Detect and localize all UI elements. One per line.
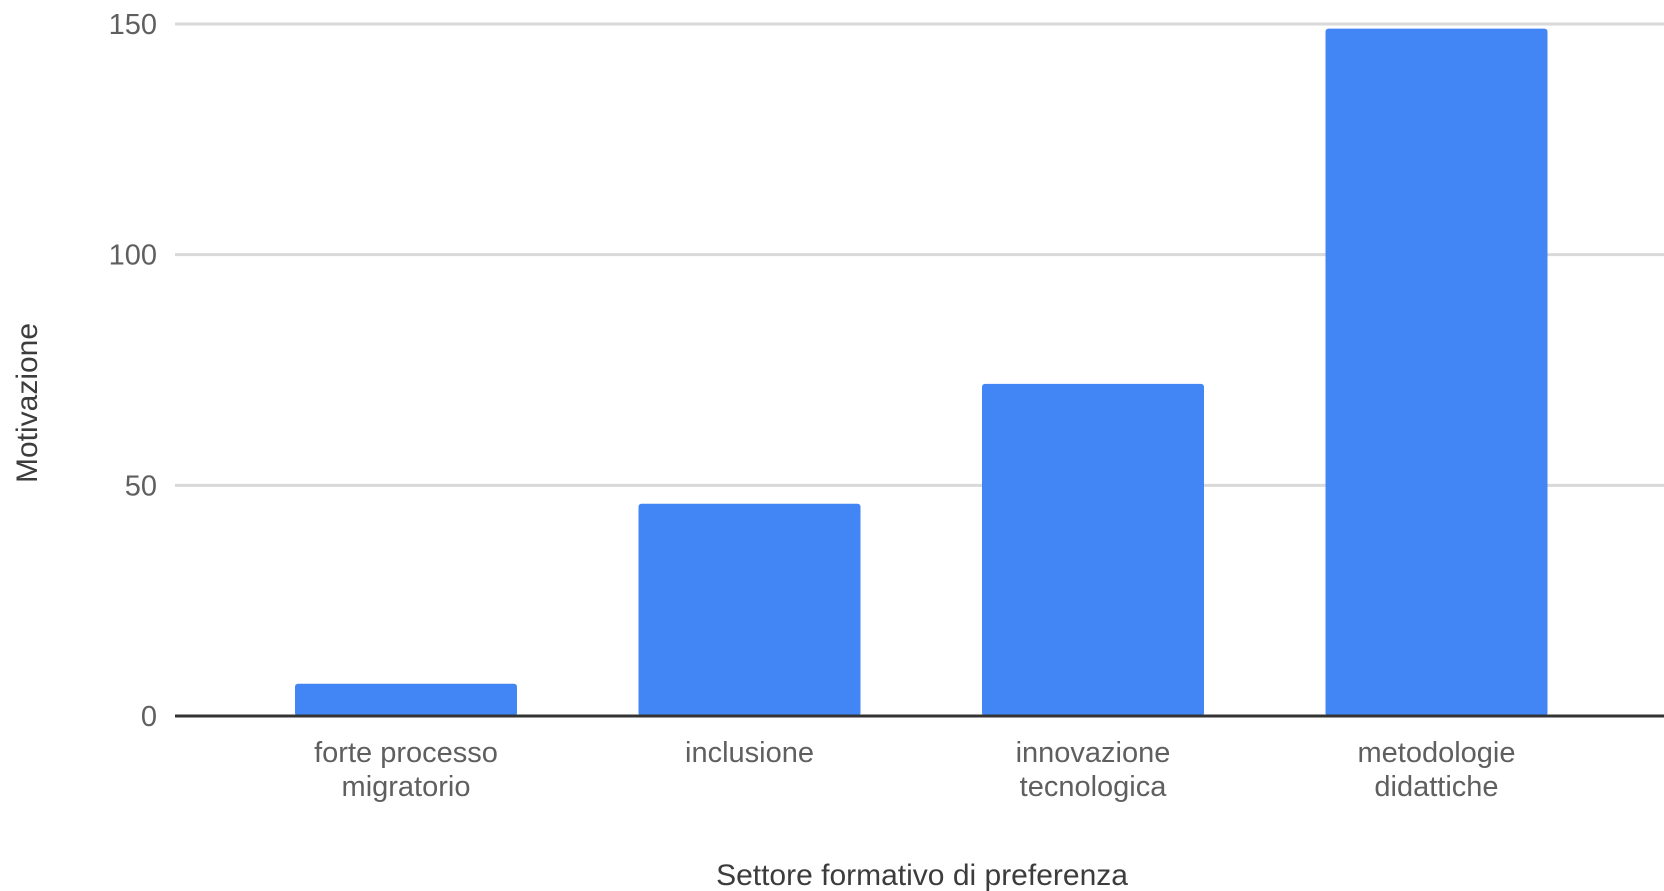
y-axis-ticks: 0 50 100 150 <box>109 9 157 733</box>
y-tick-label: 150 <box>109 9 157 41</box>
x-category-label-line: forte processo <box>314 737 498 769</box>
bar <box>638 503 861 716</box>
y-tick-label: 50 <box>125 470 157 502</box>
y-tick-label: 0 <box>141 701 157 733</box>
x-category-label: innovazione tecnologica <box>1016 737 1171 803</box>
x-category-label-line: metodologie <box>1358 737 1516 769</box>
x-category-label-line: innovazione <box>1016 737 1171 769</box>
x-category-label: forte processo migratorio <box>314 737 498 803</box>
bar <box>1325 28 1548 716</box>
x-category-label-line: didattiche <box>1374 771 1498 803</box>
x-category-label-line: tecnologica <box>1020 771 1168 803</box>
x-category-label-line: inclusione <box>685 737 814 769</box>
x-category-label-line: migratorio <box>342 771 471 803</box>
y-axis-title: Motivazione <box>11 323 44 483</box>
x-axis-category-labels: forte processo migratorio inclusione innova… <box>314 737 1515 803</box>
bars <box>295 28 1548 716</box>
bar <box>982 383 1204 716</box>
x-category-label: metodologie didattiche <box>1358 737 1516 803</box>
x-axis-title: Settore formativo di preferenza <box>716 859 1128 891</box>
y-tick-label: 100 <box>109 240 157 272</box>
x-category-label: inclusione <box>685 737 814 769</box>
bar <box>295 683 517 716</box>
